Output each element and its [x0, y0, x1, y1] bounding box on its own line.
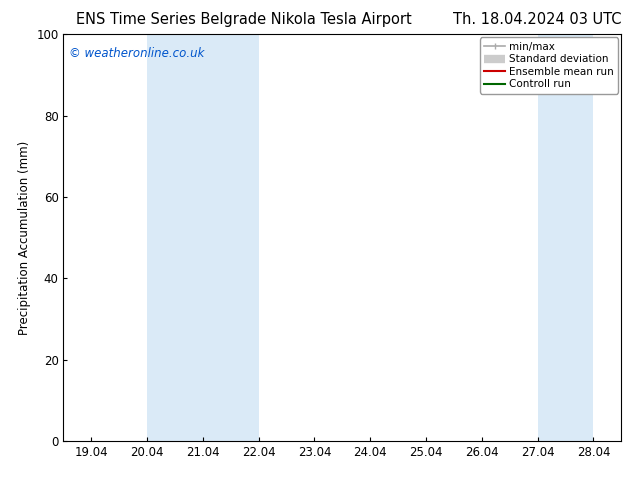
- Legend: min/max, Standard deviation, Ensemble mean run, Controll run: min/max, Standard deviation, Ensemble me…: [480, 37, 618, 94]
- Text: Th. 18.04.2024 03 UTC: Th. 18.04.2024 03 UTC: [453, 12, 621, 27]
- Bar: [538, 34, 593, 441]
- Text: © weatheronline.co.uk: © weatheronline.co.uk: [69, 47, 204, 59]
- Y-axis label: Precipitation Accumulation (mm): Precipitation Accumulation (mm): [18, 141, 30, 335]
- Bar: [147, 34, 259, 441]
- Text: ENS Time Series Belgrade Nikola Tesla Airport: ENS Time Series Belgrade Nikola Tesla Ai…: [76, 12, 412, 27]
